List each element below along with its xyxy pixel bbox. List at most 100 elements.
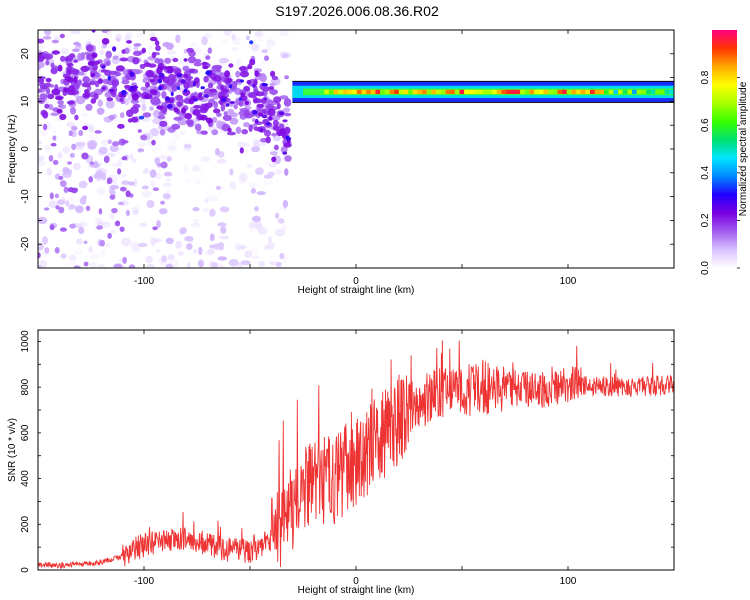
stable-line-segment	[660, 89, 665, 95]
spectrogram-cell	[167, 145, 177, 151]
spectrogram-cell	[282, 151, 288, 155]
snr-y-tick-label: 400	[20, 470, 31, 487]
spectrogram-cell	[38, 38, 45, 44]
stable-line-segment	[324, 89, 329, 95]
spectrogram-cell	[84, 89, 89, 94]
spectrogram-cell	[73, 59, 79, 63]
spectrogram-cell	[78, 226, 85, 235]
spectrogram-cell	[126, 109, 134, 118]
spectrogram-cell	[71, 125, 78, 131]
stable-line-segment	[440, 89, 446, 95]
spectrogram-cell	[169, 258, 179, 266]
spectrogram-cell	[38, 265, 43, 268]
stable-line-segment	[510, 89, 516, 95]
spectrogram-cell	[170, 78, 176, 83]
spectrogram-cell	[125, 74, 132, 81]
spectrogram-cell	[249, 40, 254, 45]
colorbar-label: Normalized spectral amplitude	[738, 81, 749, 216]
spectrogram-cell	[38, 155, 45, 161]
spectrogram-cell	[186, 262, 191, 268]
spectrogram-cell	[212, 163, 219, 171]
spectrogram-cell	[41, 130, 48, 137]
spectrogram-cell	[93, 160, 98, 169]
spectrogram-cell	[83, 254, 91, 262]
spectrogram-cell	[219, 206, 230, 213]
figure-title: S197.2026.006.08.36.R02	[275, 3, 439, 19]
stable-line-segment	[496, 89, 502, 95]
spectrogram-cell	[167, 254, 175, 259]
colorbar-tick-label: 0.0	[700, 261, 711, 275]
spectrogram-cell	[124, 98, 130, 106]
spectrogram-cell	[255, 36, 265, 42]
snr-x-tick-label: 0	[353, 576, 359, 587]
spectrogram-cell	[98, 208, 103, 215]
spectrogram-cell	[57, 151, 63, 160]
spectrogram-cell	[159, 208, 168, 215]
spectrogram-cell	[176, 81, 181, 87]
spectrogram-cell	[75, 95, 86, 105]
spectrogram-cell	[70, 30, 81, 35]
spectrogram-cell	[170, 91, 174, 97]
stable-line-segment	[641, 89, 647, 95]
spectrogram-cell	[44, 30, 51, 36]
spectrogram-cell	[212, 75, 222, 82]
spectrogram-cell	[221, 38, 228, 45]
spectrogram-cell	[284, 75, 289, 80]
spectrogram-cell	[101, 65, 106, 69]
spectrogram-plot-area	[38, 30, 674, 268]
spectrogram-cell	[82, 76, 90, 83]
spectrogram-cell	[267, 236, 272, 243]
spectrogram-cell	[272, 119, 279, 127]
spectrogram-cell	[268, 163, 277, 168]
spectrogram-cell	[247, 65, 253, 70]
spectrogram-cell	[275, 261, 282, 267]
stable-line-segment	[646, 89, 651, 95]
spectrogram-cell	[111, 79, 120, 87]
spectrogram-cell	[42, 36, 52, 40]
stable-line-segment	[454, 89, 460, 95]
spectrogram-cell	[201, 61, 208, 66]
stable-line-segment	[636, 89, 642, 95]
spectrogram-cell	[94, 130, 102, 134]
spectrogram-cell	[83, 240, 88, 244]
spectrogram-cell	[192, 207, 200, 212]
spectrogram-cell	[205, 70, 211, 76]
spectrogram-cell	[48, 155, 54, 162]
spectrogram-cell	[105, 50, 112, 59]
spectrogram-cell	[163, 171, 173, 177]
spectrogram-cell	[69, 223, 76, 229]
spectrogram-cell	[254, 70, 259, 77]
spectrogram-cell	[259, 128, 264, 132]
spectrogram-cell	[249, 58, 256, 66]
spectrogram-cell	[133, 69, 141, 75]
spectrogram-cell	[81, 152, 89, 160]
spectrogram-cell	[74, 114, 79, 121]
spectrogram-cell	[133, 43, 142, 47]
spectrogram-cell	[44, 103, 50, 109]
spectrogram-cell	[220, 226, 227, 234]
stable-line-segment	[352, 89, 357, 95]
spectrogram-cell	[193, 105, 201, 109]
spectrogram-cell	[280, 53, 289, 59]
spectrogram-cell	[220, 97, 227, 102]
spectrogram-cell	[124, 84, 131, 89]
spectrogram-cell	[129, 85, 135, 91]
spectrogram-cell	[50, 62, 55, 69]
spectrogram-cell	[38, 97, 46, 104]
stable-line-segment	[445, 89, 451, 95]
spectrogram-cell	[284, 112, 292, 117]
spectrogram-cell	[249, 246, 260, 255]
stable-line-segment	[543, 89, 549, 95]
stable-line-segment	[501, 89, 507, 95]
spectrogram-cell	[180, 79, 186, 84]
spectrogram-cell	[269, 82, 276, 87]
spectrogram-cell	[45, 121, 52, 131]
stable-line-segment	[370, 89, 376, 95]
spectrogram-cell	[177, 101, 182, 107]
snr-y-axis-label: SNR (10 * v/v)	[7, 418, 18, 482]
spectrogram-cell	[75, 205, 84, 214]
stable-line-segment	[571, 89, 577, 95]
stable-line-segment	[627, 89, 633, 95]
spectrogram-cell	[209, 208, 216, 217]
spectrogram-cell	[200, 103, 210, 112]
